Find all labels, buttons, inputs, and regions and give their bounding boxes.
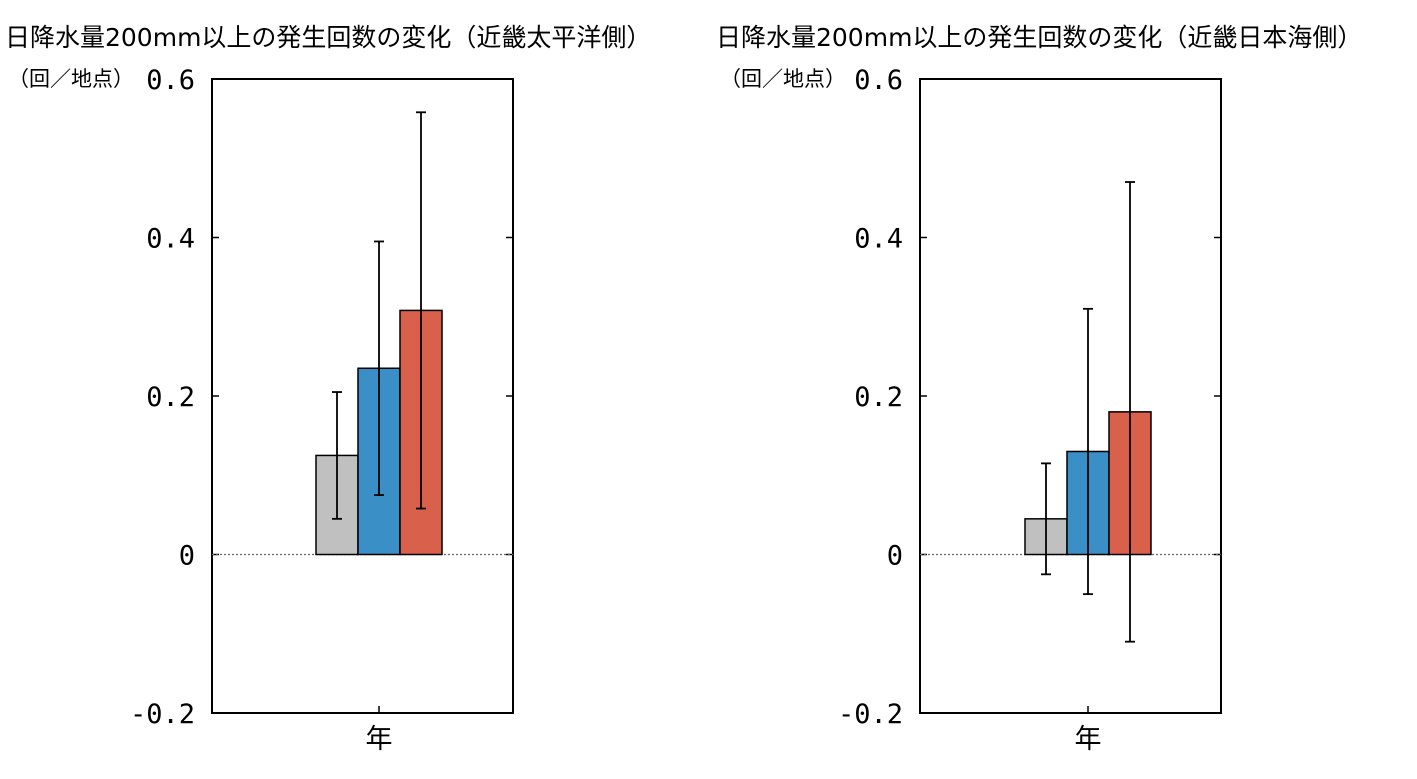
y-tick-label: 0.4 xyxy=(854,224,903,255)
plot-frame-japan-sea xyxy=(919,78,1222,714)
y-axis-unit-pacific: （回／地点） xyxy=(8,67,134,91)
y-tick-label: -0.2 xyxy=(130,699,195,730)
plot-marks-pacific: -0.2 0 0.2 0.4 0.6 xyxy=(130,65,513,730)
y-tick-label: 0.6 xyxy=(854,65,903,96)
y-tick-label: 0 xyxy=(887,541,903,572)
y-tick-label: -0.2 xyxy=(838,699,903,730)
x-category-label-japan-sea: 年 xyxy=(1075,724,1102,755)
y-tick-label: 0.2 xyxy=(146,382,195,413)
chart-panel-japan-sea: 日降水量200mm以上の発生回数の変化（近畿日本海側） （回／地点） -0.2 0… xyxy=(716,23,1362,755)
y-tick-label: 0 xyxy=(179,541,195,572)
y-tick-label: 0.2 xyxy=(854,382,903,413)
chart-title-pacific: 日降水量200mm以上の発生回数の変化（近畿太平洋側） xyxy=(5,23,651,52)
chart-panel-pacific: 日降水量200mm以上の発生回数の変化（近畿太平洋側） （回／地点） -0.2 0… xyxy=(5,23,651,755)
y-axis-unit-japan-sea: （回／地点） xyxy=(720,67,846,91)
y-tick-label: 0.6 xyxy=(146,65,195,96)
x-category-label-pacific: 年 xyxy=(366,724,393,755)
chart-title-japan-sea: 日降水量200mm以上の発生回数の変化（近畿日本海側） xyxy=(716,23,1362,52)
y-tick-label: 0.4 xyxy=(146,224,195,255)
plot-marks-japan-sea: -0.2 0 0.2 0.4 0.6 xyxy=(838,65,1221,730)
